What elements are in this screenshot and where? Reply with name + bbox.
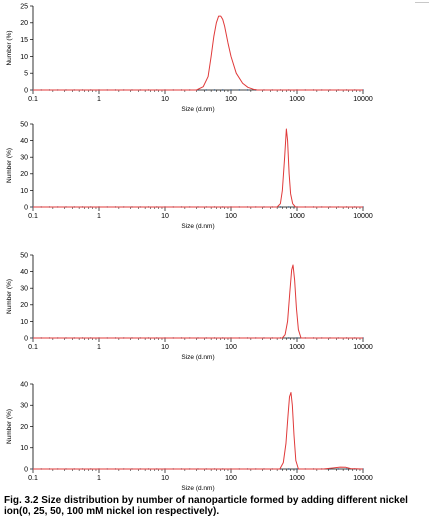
chart-panel-2: 0 10 20 30 40 50 0.1 1 10 100 1000 10000 Size (d.nm)… (6, 121, 373, 230)
x-tick-label: 0.1 (28, 475, 38, 482)
y-tick-label: 20 (20, 20, 28, 27)
x-tick-label: 100 (225, 475, 237, 482)
x-tick-label: 10000 (353, 213, 373, 220)
x-tick-label: 0.1 (28, 344, 38, 351)
baseline-point (296, 337, 298, 339)
y-tick-label: 25 (20, 3, 28, 10)
x-tick-label: 100 (225, 96, 237, 103)
baseline-point (205, 89, 207, 91)
y-tick-label: 0 (24, 87, 28, 94)
figure-caption: Fig. 3.2 Size distribution by number of … (4, 495, 408, 517)
baseline-point (345, 468, 348, 470)
y-tick-label: 10 (20, 188, 28, 195)
baseline-point (288, 337, 290, 339)
x-tick-label: 10000 (353, 96, 373, 103)
corner-mark (415, 2, 429, 3)
x-tick-label: 10 (161, 475, 169, 482)
y-tick-label: 40 (20, 138, 28, 145)
chart-panel-1: 0 5 10 15 20 25 0.1 1 10 100 1000 10000 Size (d.nm) N… (6, 3, 373, 113)
baseline-point (213, 89, 216, 91)
y-tick-label: 0 (24, 204, 28, 211)
chart-panel-3: 0 10 20 30 40 50 0.1 1 10 100 1000 10000 Size (d.nm)… (6, 252, 373, 361)
x-tick-label: 100 (225, 344, 237, 351)
y-tick-label: 20 (20, 302, 28, 309)
y-tick-label: 50 (20, 252, 28, 259)
y-tick-label: 10 (20, 319, 28, 326)
y-axis-label: Number (%) (6, 30, 13, 65)
y-tick-label: 0 (24, 335, 28, 342)
baseline-point (222, 89, 224, 91)
y-tick-label: 10 (20, 445, 28, 452)
baseline-point (288, 206, 290, 208)
x-tick-label: 1000 (289, 344, 305, 351)
x-tick-label: 10000 (353, 475, 373, 482)
y-tick-label: 20 (20, 424, 28, 431)
y-tick-label: 15 (20, 37, 28, 44)
x-tick-label: 0.1 (28, 96, 38, 103)
baseline-point (288, 468, 290, 470)
x-tick-label: 10000 (353, 344, 373, 351)
y-tick-label: 10 (20, 54, 28, 61)
x-axis-label: Size (d.nm) (181, 106, 214, 113)
y-axis-label: Number (%) (6, 279, 13, 314)
y-tick-label: 30 (20, 155, 28, 162)
y-tick-label: 40 (20, 381, 28, 388)
series-line-1 (33, 264, 363, 339)
y-tick-label: 0 (24, 466, 28, 473)
baseline-point (279, 206, 282, 208)
x-tick-label: 1 (97, 344, 101, 351)
y-tick-label: 5 (24, 71, 28, 78)
series-line-1 (33, 128, 363, 208)
y-tick-label: 20 (20, 171, 28, 178)
y-tick-label: 50 (20, 121, 28, 128)
x-axis-label: Size (d.nm) (181, 354, 214, 361)
x-tick-label: 1 (97, 213, 101, 220)
series-line-1 (33, 392, 364, 470)
y-tick-label: 30 (20, 403, 28, 410)
x-tick-label: 1000 (289, 213, 305, 220)
baseline-point (296, 468, 298, 470)
x-tick-label: 1000 (289, 96, 305, 103)
x-tick-label: 10 (161, 344, 169, 351)
x-axis-label: Size (d.nm) (181, 223, 214, 230)
x-axis-label: Size (d.nm) (181, 485, 214, 492)
x-tick-label: 10 (161, 213, 169, 220)
x-tick-label: 1000 (289, 475, 305, 482)
x-tick-label: 0.1 (28, 213, 38, 220)
x-tick-label: 1 (97, 475, 101, 482)
series-line-1 (33, 15, 363, 91)
baseline-point (337, 468, 339, 470)
baseline-point (246, 89, 249, 91)
x-tick-label: 10 (161, 96, 169, 103)
baseline-point (230, 89, 232, 91)
y-tick-label: 30 (20, 286, 28, 293)
baseline-point (238, 89, 240, 91)
y-tick-label: 40 (20, 269, 28, 276)
chart-panel-4: 0 10 20 30 40 0.1 1 10 100 1000 10000 Size (d.nm) Nu… (6, 381, 373, 492)
y-axis-label: Number (%) (6, 148, 13, 183)
x-tick-label: 1 (97, 96, 101, 103)
y-axis-label: Number (%) (6, 409, 13, 444)
x-tick-label: 100 (225, 213, 237, 220)
